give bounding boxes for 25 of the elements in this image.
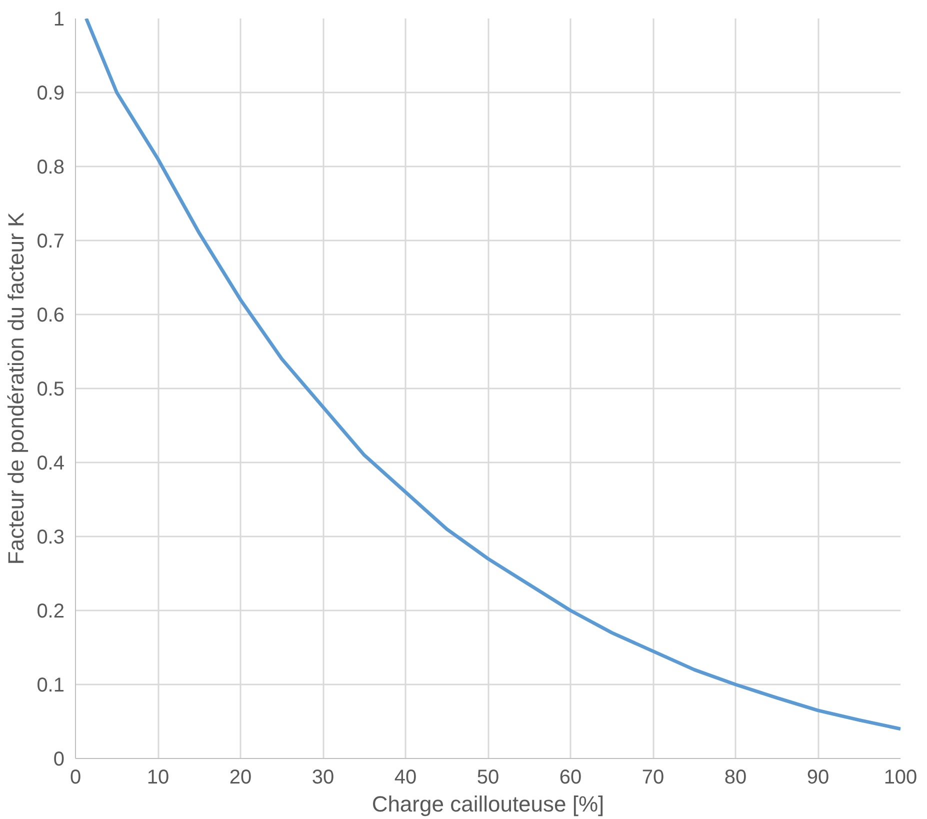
x-tick-label: 90 bbox=[806, 766, 830, 788]
y-tick-label: 0.1 bbox=[36, 674, 65, 696]
x-tick-label: 60 bbox=[559, 766, 582, 788]
x-tick-label: 100 bbox=[884, 766, 918, 788]
y-tick-label: 0.6 bbox=[36, 304, 65, 326]
y-tick-label: 0.3 bbox=[36, 526, 65, 548]
y-tick-label: 0.8 bbox=[36, 156, 65, 178]
y-axis-title: Facteur de pondération du facteur K bbox=[4, 212, 29, 565]
y-tick-label: 0 bbox=[53, 748, 64, 770]
y-tick-label: 0.7 bbox=[36, 230, 65, 252]
line-series bbox=[84, 18, 900, 731]
x-tick-label: 40 bbox=[394, 766, 417, 788]
x-tick-label: 30 bbox=[312, 766, 334, 788]
x-tick-label: 10 bbox=[146, 766, 170, 788]
x-tick-label: 70 bbox=[642, 766, 664, 788]
x-tick-label: 50 bbox=[476, 766, 500, 788]
y-tick-label: 0.9 bbox=[36, 82, 65, 104]
y-tick-label: 0.2 bbox=[36, 600, 65, 622]
y-tick-label: 0.5 bbox=[36, 378, 65, 400]
x-tick-label: 80 bbox=[724, 766, 747, 788]
y-tick-label: 1 bbox=[53, 8, 64, 30]
x-axis-title: Charge caillouteuse [%] bbox=[372, 792, 604, 816]
x-tick-label: 0 bbox=[70, 766, 82, 788]
y-tick-label: 0.4 bbox=[36, 452, 65, 474]
x-tick-label: 20 bbox=[229, 766, 252, 788]
